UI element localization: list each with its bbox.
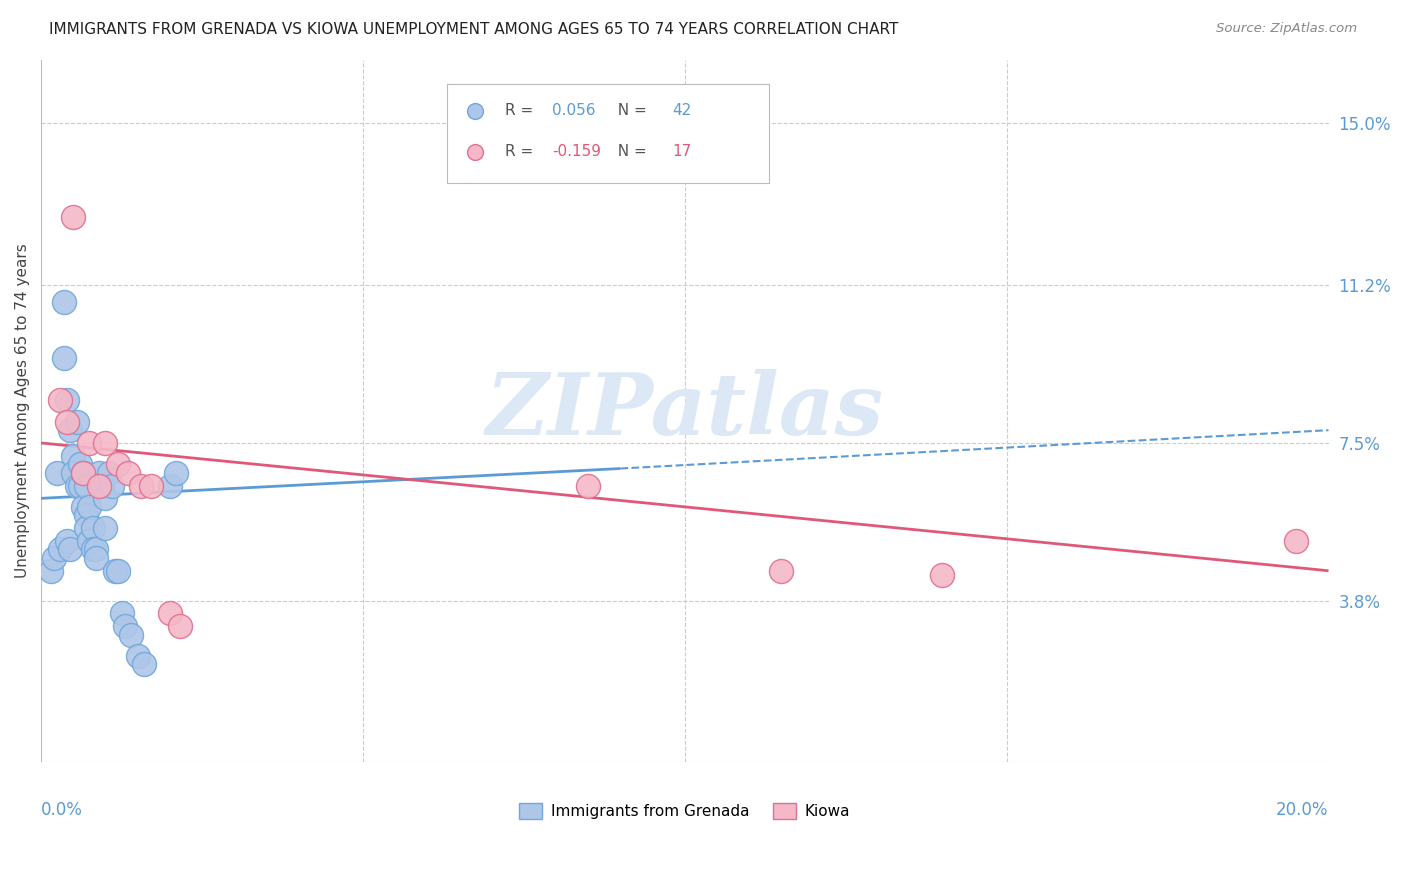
Point [84, 542, 107, 557]
Point [165, 466, 187, 480]
Point [59, 542, 82, 557]
Point [82, 521, 104, 535]
Point [39, 564, 62, 578]
Point [56, 415, 79, 429]
Point [159, 478, 181, 492]
Point [62, 449, 84, 463]
Point [104, 564, 127, 578]
Point [931, 568, 953, 582]
Point [82, 542, 104, 557]
Point [49, 542, 72, 557]
Point [127, 648, 149, 663]
Point [79, 436, 101, 450]
Point [94, 436, 117, 450]
Point [72, 500, 94, 514]
Point [97, 466, 120, 480]
Text: R =: R = [505, 145, 537, 159]
Point [75, 521, 97, 535]
Point [120, 627, 142, 641]
Point [159, 607, 181, 621]
Point [75, 508, 97, 523]
Point [56, 533, 79, 548]
Point [52, 718, 75, 732]
Text: R =: R = [505, 103, 537, 119]
Point [101, 478, 124, 492]
Point [79, 500, 101, 514]
Text: -0.159: -0.159 [553, 145, 602, 159]
Point [94, 491, 117, 506]
Point [42, 551, 65, 566]
Text: IMMIGRANTS FROM GRENADA VS KIOWA UNEMPLOYMENT AMONG AGES 65 TO 74 YEARS CORRELAT: IMMIGRANTS FROM GRENADA VS KIOWA UNEMPLO… [49, 22, 898, 37]
Point [110, 607, 132, 621]
Point [84, 551, 107, 566]
Point [59, 423, 82, 437]
Point [69, 478, 91, 492]
Point [56, 393, 79, 408]
Text: ZIPatlas: ZIPatlas [485, 369, 884, 453]
Point [129, 478, 152, 492]
Point [52, 295, 75, 310]
Point [62, 466, 84, 480]
Point [75, 478, 97, 492]
Point [87, 478, 110, 492]
Point [117, 466, 139, 480]
Point [87, 466, 110, 480]
Text: 20.0%: 20.0% [1277, 801, 1329, 819]
Y-axis label: Unemployment Among Ages 65 to 74 years: Unemployment Among Ages 65 to 74 years [15, 244, 30, 578]
FancyBboxPatch shape [447, 84, 769, 183]
Text: 17: 17 [672, 145, 692, 159]
Point [46, 466, 69, 480]
Point [139, 478, 162, 492]
Point [62, 211, 84, 225]
Point [52, 351, 75, 365]
Point [114, 619, 136, 633]
Point [49, 393, 72, 408]
Point [169, 619, 191, 633]
Point [576, 478, 599, 492]
Text: N =: N = [607, 145, 651, 159]
Point [52, 715, 75, 730]
Point [132, 657, 155, 672]
Point [770, 564, 793, 578]
Point [65, 478, 87, 492]
Point [79, 533, 101, 548]
Point [72, 466, 94, 480]
Text: Source: ZipAtlas.com: Source: ZipAtlas.com [1216, 22, 1357, 36]
Point [69, 457, 91, 471]
Text: 0.056: 0.056 [553, 103, 596, 119]
Point [65, 415, 87, 429]
Text: 42: 42 [672, 103, 692, 119]
Text: N =: N = [607, 103, 651, 119]
Point [91, 478, 114, 492]
Point [94, 521, 117, 535]
Point [107, 457, 129, 471]
Text: 0.0%: 0.0% [41, 801, 83, 819]
Point [107, 564, 129, 578]
Point [1285, 533, 1308, 548]
Point [72, 466, 94, 480]
Legend: Immigrants from Grenada, Kiowa: Immigrants from Grenada, Kiowa [513, 797, 856, 825]
